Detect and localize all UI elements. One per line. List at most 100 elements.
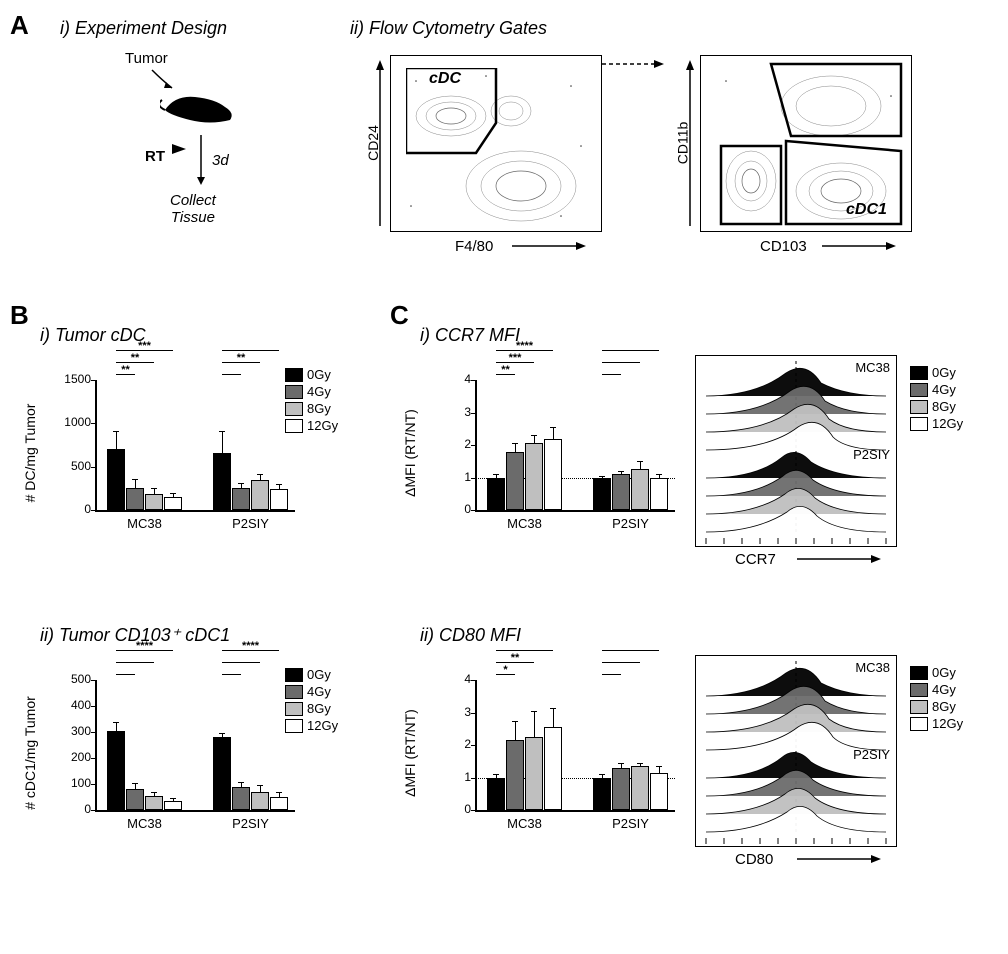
chart-title: ii) CD80 MFI xyxy=(420,625,521,646)
histo-group-label: MC38 xyxy=(855,660,890,675)
y-tick-label: 0 xyxy=(464,802,475,816)
bar xyxy=(650,773,668,810)
legend-item: 12Gy xyxy=(285,718,338,733)
legend-swatch xyxy=(285,385,303,399)
y-tick-label: 0 xyxy=(84,502,95,516)
y-tick-label: 2 xyxy=(464,737,475,751)
legend-item: 8Gy xyxy=(910,399,963,414)
legend-item: 0Gy xyxy=(285,367,338,382)
experiment-design-schematic: Tumor RT 3d Collect Tissue xyxy=(80,50,280,250)
legend-label: 12Gy xyxy=(307,718,338,733)
y-tick-label: 1 xyxy=(464,470,475,484)
bar xyxy=(251,792,269,810)
bar xyxy=(107,449,125,510)
timeline-arrow-icon xyxy=(195,135,207,190)
chart-tumor-cdc1: ii) Tumor CD103⁺ cDC10100200300400500MC3… xyxy=(40,625,230,646)
legend-bii: 0Gy 4Gy 8Gy 12Gy xyxy=(285,667,338,735)
legend-swatch xyxy=(910,383,928,397)
y-tick-label: 0 xyxy=(84,802,95,816)
legend-swatch xyxy=(910,400,928,414)
bar xyxy=(631,469,649,510)
significance-stars: ** xyxy=(116,352,154,364)
bar xyxy=(126,488,144,510)
legend-hist-i: 0Gy4Gy8Gy12Gy xyxy=(910,365,963,433)
y-tick-label: 3 xyxy=(464,705,475,719)
bar xyxy=(487,778,505,811)
plot1-x-arrow-icon xyxy=(510,240,590,252)
x-tick-label: MC38 xyxy=(107,816,182,831)
legend-item: 8Gy xyxy=(910,699,963,714)
bar xyxy=(232,787,250,810)
bar xyxy=(544,727,562,810)
legend-swatch xyxy=(285,719,303,733)
bar xyxy=(164,497,182,510)
y-tick-label: 1 xyxy=(464,770,475,784)
legend-item: 4Gy xyxy=(285,684,338,699)
y-axis-label: # cDC1/mg Tumor xyxy=(22,693,38,813)
bar xyxy=(145,494,163,510)
bar xyxy=(612,768,630,810)
bar xyxy=(612,474,630,510)
legend-label: 0Gy xyxy=(932,665,956,680)
plot2-y-arrow-icon xyxy=(684,58,696,230)
legend-item: 4Gy xyxy=(910,682,963,697)
significance-stars: *** xyxy=(116,340,173,352)
y-axis-label: # DC/mg Tumor xyxy=(22,393,38,513)
tumor-label: Tumor xyxy=(125,50,168,67)
legend-swatch xyxy=(285,702,303,716)
bar xyxy=(506,452,524,511)
panel-a-ii-title: ii) Flow Cytometry Gates xyxy=(350,18,547,39)
histo-x-arrow-icon xyxy=(795,553,885,565)
y-tick-label: 100 xyxy=(71,776,95,790)
significance-stars: ** xyxy=(222,352,260,364)
legend-item: 12Gy xyxy=(910,716,963,731)
legend-label: 12Gy xyxy=(307,418,338,433)
chart-cd80-mfi: ii) CD80 MFI01234MC38***P2SIYΔMFI (RT/NT… xyxy=(420,625,521,646)
legend-swatch xyxy=(910,417,928,431)
legend-label: 12Gy xyxy=(932,716,963,731)
plot2-x-axis-label: CD103 xyxy=(760,238,807,255)
bar xyxy=(145,796,163,810)
legend-item: 12Gy xyxy=(285,418,338,433)
legend-item: 4Gy xyxy=(910,382,963,397)
legend-label: 0Gy xyxy=(307,667,331,682)
significance-stars: * xyxy=(496,664,515,676)
legend-label: 4Gy xyxy=(307,684,331,699)
legend-label: 0Gy xyxy=(307,367,331,382)
legend-item: 8Gy xyxy=(285,401,338,416)
chart-ccr7-mfi: i) CCR7 MFI01234MC38*********P2SIYΔMFI (… xyxy=(420,325,520,346)
y-axis-label: ΔMFI (RT/NT) xyxy=(402,393,418,513)
bar xyxy=(213,453,231,510)
histogram-panel: MC38P2SIY xyxy=(695,355,897,547)
panel-c-label: C xyxy=(390,300,409,331)
y-tick-label: 0 xyxy=(464,502,475,516)
significance-stars: **** xyxy=(116,640,173,652)
panel-b-label: B xyxy=(10,300,29,331)
legend-item: 0Gy xyxy=(285,667,338,682)
mouse-icon xyxy=(160,85,240,135)
panel-a-i-title: i) Experiment Design xyxy=(60,18,227,39)
rt-arrow-icon xyxy=(170,142,190,157)
gate-link-arrow-icon xyxy=(600,58,670,78)
y-tick-label: 500 xyxy=(71,459,95,473)
y-tick-label: 3 xyxy=(464,405,475,419)
bar xyxy=(593,778,611,811)
legend-swatch xyxy=(285,402,303,416)
rt-label: RT xyxy=(145,148,165,165)
legend-item: 0Gy xyxy=(910,665,963,680)
x-tick-label: MC38 xyxy=(487,816,562,831)
legend-label: 4Gy xyxy=(307,384,331,399)
legend-label: 0Gy xyxy=(932,365,956,380)
bar xyxy=(270,489,288,510)
time-label: 3d xyxy=(212,152,229,169)
y-tick-label: 4 xyxy=(464,672,475,686)
bar xyxy=(650,478,668,511)
cdc-gate-label: cDC xyxy=(429,70,461,88)
legend-item: 0Gy xyxy=(910,365,963,380)
x-tick-label: P2SIY xyxy=(213,816,288,831)
x-tick-label: P2SIY xyxy=(593,816,668,831)
legend-label: 4Gy xyxy=(932,682,956,697)
plot1-x-axis-label: F4/80 xyxy=(455,238,493,255)
legend-item: 8Gy xyxy=(285,701,338,716)
legend-swatch xyxy=(285,668,303,682)
